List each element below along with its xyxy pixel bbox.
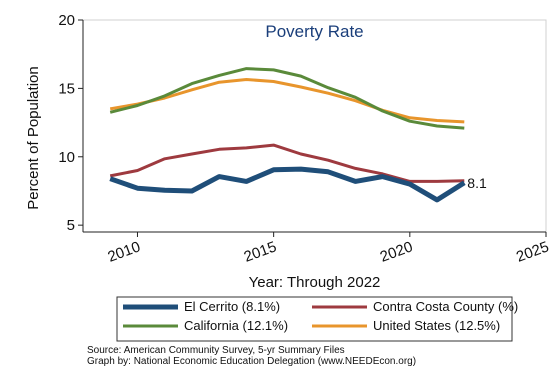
contra-costa-line xyxy=(109,143,465,183)
legend-item-contra-costa: Contra Costa County (%) xyxy=(312,299,518,314)
x-axis-title: Year: Through 2022 xyxy=(249,274,381,291)
y-tick-label: 10 xyxy=(58,149,75,166)
legend-item-california: California (12.1%) xyxy=(123,318,288,333)
legend-label: El Cerrito (8.1%) xyxy=(184,299,280,314)
legend-label: Contra Costa County (%) xyxy=(373,299,518,314)
legend-label: California (12.1%) xyxy=(184,318,288,333)
x-axis-ticks: 2010 2015 2020 2025 xyxy=(106,232,551,266)
credit-note: Graph by: National Economic Education De… xyxy=(87,356,416,367)
x-tick-label: 2015 xyxy=(242,238,279,265)
legend-box xyxy=(116,296,513,342)
x-tick-label: 2025 xyxy=(514,238,551,265)
y-axis-title: Percent of Population xyxy=(25,66,42,209)
x-tick-label: 2020 xyxy=(378,238,415,265)
legend-label: United States (12.5%) xyxy=(373,318,500,333)
series-lines xyxy=(109,67,466,203)
legend: El Cerrito (8.1%) Contra Costa County (%)… xyxy=(123,299,518,333)
el-cerrito-line xyxy=(109,166,466,203)
chart-title: Poverty Rate xyxy=(265,22,363,41)
plot-area xyxy=(82,19,547,233)
united-states-line xyxy=(109,78,465,124)
y-tick-label: 5 xyxy=(67,217,75,234)
y-axis-ticks: 5 10 15 20 xyxy=(58,12,83,234)
end-value-label: 8.1 xyxy=(467,175,487,191)
source-note: Source: American Community Survey, 5-yr … xyxy=(87,345,345,356)
legend-item-el-cerrito: El Cerrito (8.1%) xyxy=(123,299,280,314)
california-line xyxy=(109,67,465,130)
x-tick-label: 2010 xyxy=(106,238,143,265)
legend-item-united-states: United States (12.5%) xyxy=(312,318,500,333)
y-tick-label: 20 xyxy=(58,12,75,29)
y-tick-label: 15 xyxy=(58,80,75,97)
